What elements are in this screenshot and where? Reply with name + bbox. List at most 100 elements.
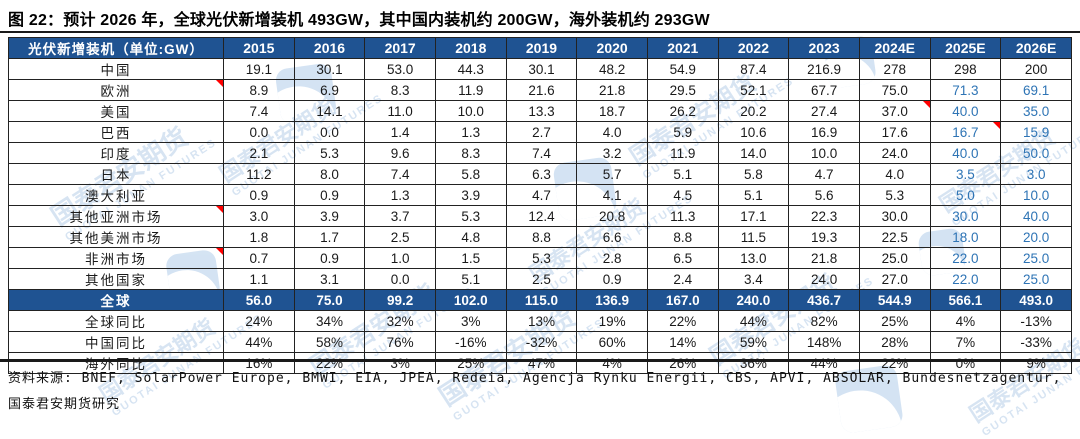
col-header-2015: 2015	[223, 37, 295, 59]
table-cell: 1.8	[223, 226, 295, 248]
table-row: 欧洲 8.9 6.9 8.3 11.9 21.6 21.8 29.5 52.1 67.7 75.0 7…	[8, 79, 1072, 101]
table-cell: 11.3	[646, 205, 719, 227]
table-cell: 8.3	[434, 142, 507, 164]
table-cell: 25%	[858, 310, 931, 332]
col-header-2026E: 2026E	[1000, 37, 1072, 59]
table-cell: 5.1	[646, 163, 719, 185]
table-cell: 4.1	[576, 184, 648, 206]
row-label: 全球	[8, 289, 224, 311]
table-cell: 24.0	[788, 268, 860, 290]
table-cell: 1.3	[434, 121, 507, 143]
col-header-2016: 2016	[293, 37, 366, 59]
table-cell: 15.9	[1000, 121, 1072, 143]
table-cell: 25%	[434, 352, 507, 374]
table-cell: 4.5	[646, 184, 719, 206]
table-cell: 22.0	[929, 247, 1002, 269]
table-cell: 32%	[364, 310, 436, 332]
table-cell: 5.8	[434, 163, 507, 185]
table-cell: 5.3	[434, 205, 507, 227]
table-cell: 2.4	[646, 268, 719, 290]
table-cell: 76%	[364, 331, 436, 353]
table-row: 其他美洲市场 1.8 1.7 2.5 4.8 8.8 6.6 8.8 11.5 19.3 22.5 1…	[8, 226, 1072, 248]
bottom-divider	[0, 359, 1080, 362]
table-cell: 87.4	[717, 58, 790, 80]
table-cell: 4%	[576, 352, 648, 374]
table-cell: 5.9	[646, 121, 719, 143]
table-cell: 6.3	[505, 163, 578, 185]
row-label: 海外同比	[8, 352, 224, 374]
source-note: 资料来源: BNEF, SolarPower Europe, BMWI, EIA…	[8, 371, 1062, 412]
table-header-label: 光伏新增装机（单位:GW）	[8, 37, 224, 59]
table-cell: -13%	[1000, 310, 1072, 332]
table-cell: 0.9	[576, 268, 648, 290]
table-cell: 7%	[929, 331, 1002, 353]
table-cell: 3.4	[717, 268, 790, 290]
table-cell: 493.0	[1000, 289, 1072, 311]
table-cell: 40.0	[929, 100, 1002, 122]
table-row: 美国 7.4 14.1 11.0 10.0 13.3 18.7 26.2 20.2 27.4 37.…	[8, 100, 1072, 122]
table-cell: 436.7	[788, 289, 860, 311]
table-cell: 544.9	[858, 289, 931, 311]
table-cell: 8.3	[364, 79, 436, 101]
table-cell: 4.0	[576, 121, 648, 143]
table-cell: 44%	[223, 331, 295, 353]
row-label: 印度	[8, 142, 224, 164]
table-cell: 0.9	[293, 247, 366, 269]
table-cell: 24%	[223, 310, 295, 332]
report-figure: 图 22：预计 2026 年，全球光伏新增装机 493GW，其中国内装机约 20…	[0, 12, 1080, 412]
table-cell: 28%	[858, 331, 931, 353]
table-cell: 99.2	[364, 289, 436, 311]
table-row: 印度 2.1 5.3 9.6 8.3 7.4 3.2 11.9 14.0 10.0 24.0 40.0…	[8, 142, 1072, 164]
table-cell: 24.0	[858, 142, 931, 164]
table-cell: 30.1	[293, 58, 366, 80]
row-label: 巴西	[8, 121, 224, 143]
table-cell: 71.3	[929, 79, 1002, 101]
col-header-2024E: 2024E	[858, 37, 931, 59]
col-header-2022: 2022	[717, 37, 790, 59]
table-cell: 3.1	[293, 268, 366, 290]
row-label: 日本	[8, 163, 224, 185]
table-cell: 3.9	[434, 184, 507, 206]
table-cell: 75.0	[858, 79, 931, 101]
table-cell: 6.5	[646, 247, 719, 269]
table-cell: 52.1	[717, 79, 790, 101]
table-cell: 75.0	[293, 289, 366, 311]
table-cell: 216.9	[788, 58, 860, 80]
table-cell: 5.6	[788, 184, 860, 206]
table-cell: 25.0	[1000, 268, 1072, 290]
table-cell: 25.0	[1000, 247, 1072, 269]
table-cell: 11.0	[364, 100, 436, 122]
table-cell: 2.5	[364, 226, 436, 248]
table-cell: 8.8	[505, 226, 578, 248]
table-cell: 19.3	[788, 226, 860, 248]
table-cell: 3.5	[929, 163, 1002, 185]
row-label: 全球同比	[8, 310, 224, 332]
col-header-2017: 2017	[364, 37, 436, 59]
table-cell: 40.0	[929, 142, 1002, 164]
table-cell: 10.0	[1000, 184, 1072, 206]
table-cell: 56.0	[223, 289, 295, 311]
col-header-2023: 2023	[788, 37, 860, 59]
table-cell: 82%	[788, 310, 860, 332]
table-cell: 26.2	[646, 100, 719, 122]
table-cell: 29.5	[646, 79, 719, 101]
table-cell: 0.9	[223, 184, 295, 206]
table-cell: 10.0	[788, 142, 860, 164]
row-label: 其他亚洲市场	[8, 205, 224, 227]
table-cell: 20.0	[1000, 226, 1072, 248]
table-cell: 7.4	[223, 100, 295, 122]
table-cell: 40.0	[1000, 205, 1072, 227]
col-header-2018: 2018	[434, 37, 507, 59]
table-cell: 13.0	[717, 247, 790, 269]
table-cell: 58%	[293, 331, 366, 353]
table-cell: 12.4	[505, 205, 578, 227]
table-cell: 8.8	[646, 226, 719, 248]
table-cell: 21.8	[788, 247, 860, 269]
table-cell: 44%	[717, 310, 790, 332]
table-cell: 22.0	[929, 268, 1002, 290]
title-divider	[0, 31, 1080, 33]
table-cell: 11.5	[717, 226, 790, 248]
table-cell: 1.1	[223, 268, 295, 290]
table-cell: 566.1	[929, 289, 1002, 311]
figure-title: 图 22：预计 2026 年，全球光伏新增装机 493GW，其中国内装机约 20…	[8, 12, 710, 29]
